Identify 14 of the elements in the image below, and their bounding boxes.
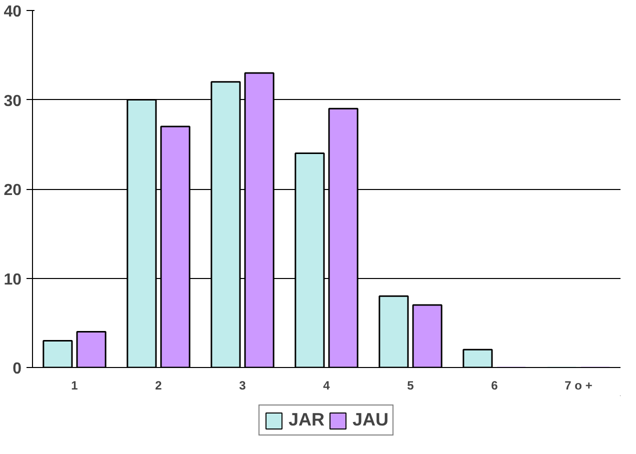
y-tick-label: 10 — [4, 271, 22, 288]
x-tick-label: 2 — [155, 378, 162, 392]
y-tick-label: 40 — [4, 4, 22, 20]
x-tick-label: 5 — [407, 378, 414, 392]
x-tick-label: 6 — [491, 378, 498, 392]
y-tick-label: 20 — [4, 182, 22, 199]
legend-label: JAU — [352, 410, 389, 430]
x-tick-label: 7 o + — [564, 378, 592, 392]
y-tick-label: 0 — [12, 360, 22, 378]
x-tick-label: 3 — [239, 378, 246, 392]
x-tick-label: 4 — [323, 378, 330, 392]
y-tick-label: 30 — [4, 92, 22, 110]
legend-label: JAR — [288, 410, 324, 430]
x-tick-label: 1 — [71, 378, 78, 392]
